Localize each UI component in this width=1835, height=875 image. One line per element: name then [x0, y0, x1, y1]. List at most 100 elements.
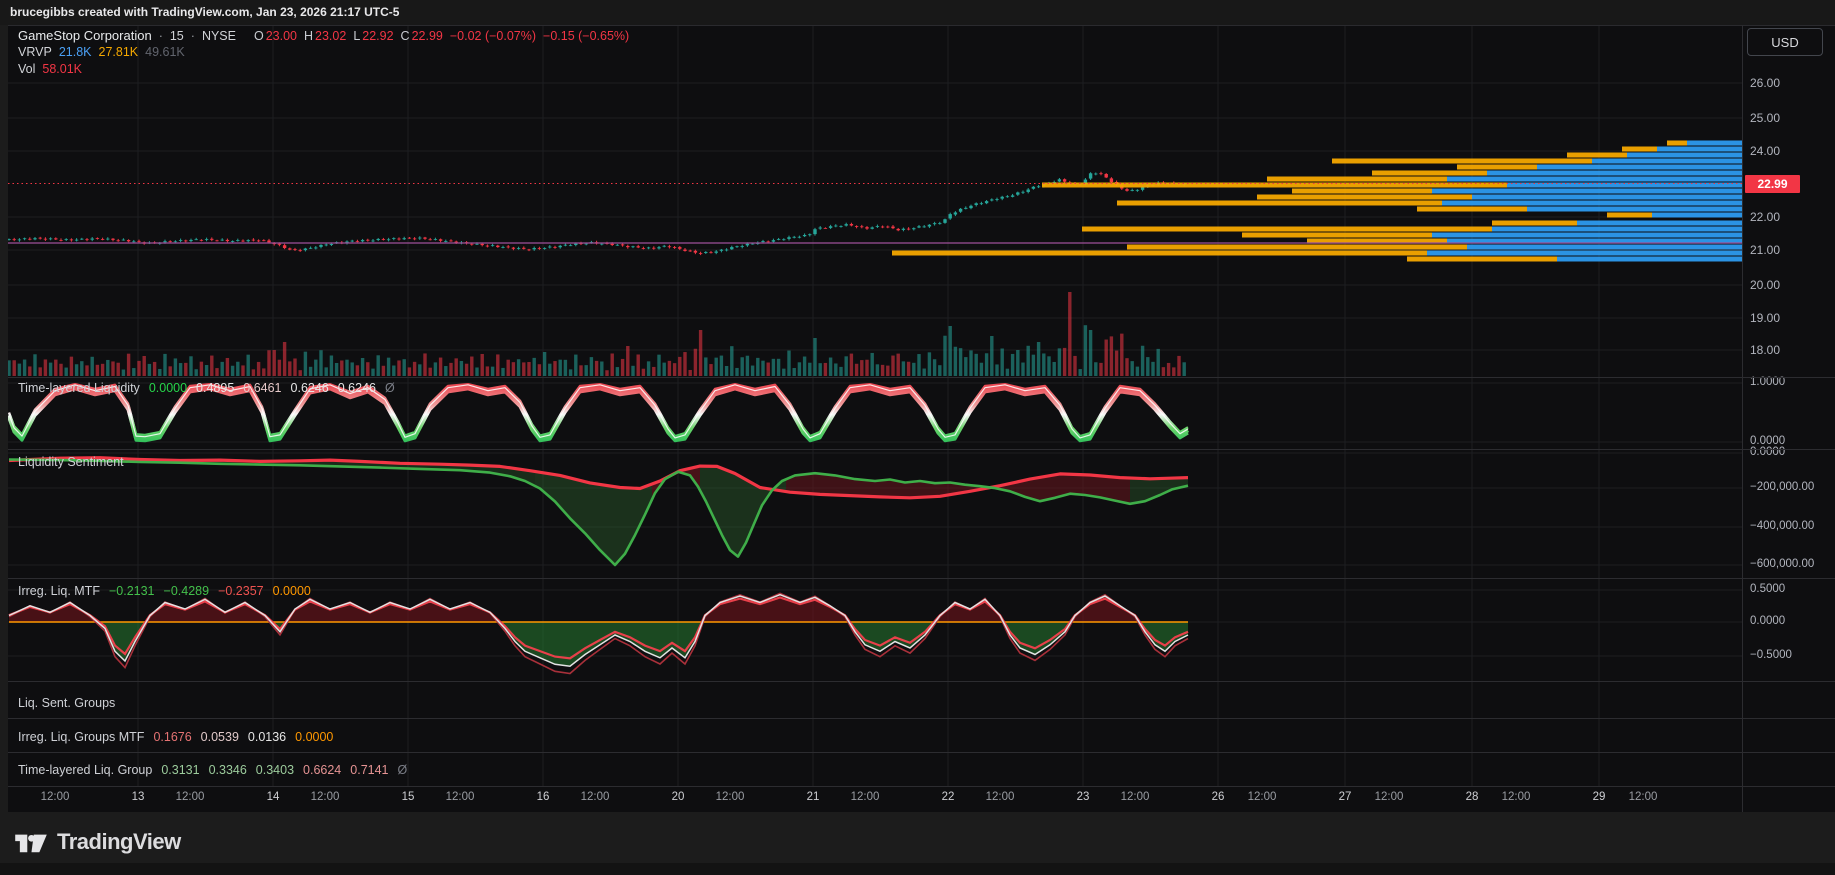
pane-value: 0.0000 [272, 584, 311, 598]
price-axis-tick[interactable]: 18.00 [1750, 343, 1781, 357]
pane-legend[interactable]: Time-layered Liq. Group 0.3131 0.3346 0.340… [18, 763, 407, 777]
volume-value: 58.01K [42, 62, 83, 76]
pane-separator[interactable] [8, 718, 1835, 719]
time-axis-tick[interactable]: 15 [401, 791, 415, 803]
volume-label[interactable]: Vol [18, 62, 36, 76]
time-axis-tick[interactable]: 12:00 [310, 791, 340, 803]
pane-separator[interactable] [8, 681, 1835, 682]
high-label: H [304, 29, 314, 43]
pane-value: −0.4289 [163, 584, 210, 598]
pane-legend[interactable]: Time-layered Liquidity 0.0000 0.4895 0.6461… [18, 381, 395, 395]
high-value: 23.02 [315, 29, 347, 43]
time-axis-tick[interactable]: 12:00 [1247, 791, 1277, 803]
price-axis-tick[interactable]: 21.00 [1750, 243, 1781, 257]
volume-bars [8, 292, 1186, 376]
time-axis-tick[interactable]: 23 [1076, 791, 1090, 803]
vrvp-label[interactable]: VRVP [18, 45, 52, 59]
grid [8, 26, 1742, 786]
pane-legend[interactable]: Irreg. Liq. Groups MTF 0.1676 0.0539 0.0136… [18, 730, 333, 744]
indicator-axis-tick[interactable]: 0.0000 [1750, 615, 1786, 627]
irreg-liq-mtf-plot [8, 592, 1189, 675]
pane-separator[interactable] [8, 786, 1835, 787]
indicator-axis-tick[interactable]: −400,000.00 [1750, 520, 1815, 532]
last-price-label: 22.99 [1745, 175, 1800, 193]
time-axis-tick[interactable]: 12:00 [1628, 791, 1658, 803]
time-axis-tick[interactable]: 28 [1465, 791, 1479, 803]
time-axis-tick[interactable]: 12:00 [985, 791, 1015, 803]
indicator-axis-tick[interactable]: 1.0000 [1750, 376, 1786, 388]
symbol-legend[interactable]: GameStop Corporation · 15 · NYSE O 23.00 … [18, 28, 629, 43]
pane-legend[interactable]: Liq. Sent. Groups [18, 696, 115, 710]
pane-value: 0.7141 [350, 763, 389, 777]
pane-value: 0.0000 [295, 730, 334, 744]
pane-value: 0.6246 [337, 381, 376, 395]
time-axis-tick[interactable]: 21 [806, 791, 820, 803]
time-axis-tick[interactable]: 12:00 [445, 791, 475, 803]
currency-button[interactable]: USD [1747, 28, 1823, 56]
pane-title[interactable]: Time-layered Liquidity [18, 381, 140, 395]
pane-title[interactable]: Liquidity Sentiment [18, 455, 124, 469]
indicator-axis-tick[interactable]: −200,000.00 [1750, 481, 1815, 493]
pane-title[interactable]: Irreg. Liq. Groups MTF [18, 730, 145, 744]
indicator-axis-tick[interactable]: 0.0000 [1750, 446, 1786, 458]
symbol-interval[interactable]: 15 [169, 29, 184, 43]
time-axis-tick[interactable]: 14 [266, 791, 280, 803]
pane-value: 0.3346 [208, 763, 247, 777]
time-axis-tick[interactable]: 22 [941, 791, 955, 803]
tradingview-logo-text: TradingView [57, 829, 181, 854]
pane-legend[interactable]: Liquidity Sentiment [18, 455, 124, 469]
time-axis-tick[interactable]: 12:00 [40, 791, 70, 803]
legend-separator: · [158, 29, 163, 43]
price-axis-tick[interactable]: 26.00 [1750, 76, 1781, 90]
last-price-value: 22.99 [1757, 177, 1788, 191]
tradingview-logo[interactable]: TradingView [14, 829, 181, 855]
time-axis-tick[interactable]: 20 [671, 791, 685, 803]
time-axis-tick[interactable]: 12:00 [850, 791, 880, 803]
pane-value: 0.4895 [196, 381, 235, 395]
price-axis-tick[interactable]: 24.00 [1750, 144, 1781, 158]
indicator-axis-tick[interactable]: −600,000.00 [1750, 558, 1815, 570]
time-axis-tick[interactable]: 13 [131, 791, 145, 803]
vrvp-value-total: 49.61K [145, 45, 185, 59]
price-axis-tick[interactable]: 19.00 [1750, 311, 1781, 325]
change-extended-value: −0.15 (−0.65%) [543, 29, 630, 43]
pane-separator[interactable] [8, 377, 1835, 378]
volume-legend[interactable]: Vol 58.01K [18, 62, 82, 76]
time-axis-tick[interactable]: 29 [1592, 791, 1606, 803]
tradingview-logo-icon [15, 834, 47, 853]
chart-frame [8, 25, 1835, 812]
time-axis-tick[interactable]: 26 [1211, 791, 1225, 803]
pane-value: 0.6246 [290, 381, 329, 395]
time-axis-tick[interactable]: 12:00 [1120, 791, 1150, 803]
vrvp-value-buy: 21.8K [58, 45, 92, 59]
price-axis-tick[interactable]: 22.00 [1750, 210, 1781, 224]
pane-value: Ø [397, 763, 408, 777]
pane-separator[interactable] [8, 578, 1835, 579]
pane-value: Ø [384, 381, 395, 395]
pane-legend[interactable]: Irreg. Liq. MTF −0.2131 −0.4289 −0.2357 0.00… [18, 584, 311, 598]
indicator-axis-tick[interactable]: 0.5000 [1750, 583, 1786, 595]
time-axis-tick[interactable]: 12:00 [715, 791, 745, 803]
price-axis-tick[interactable]: 20.00 [1750, 278, 1781, 292]
indicator-axis-tick[interactable]: −0.5000 [1750, 649, 1792, 661]
pane-value: 0.3131 [161, 763, 200, 777]
vrvp-legend[interactable]: VRVP 21.8K 27.81K 49.61K [18, 45, 185, 59]
time-axis-tick[interactable]: 12:00 [1374, 791, 1404, 803]
pane-title[interactable]: Liq. Sent. Groups [18, 696, 116, 710]
pane-value: −0.2357 [218, 584, 264, 598]
indicator-axis-tick[interactable]: 0.0000 [1750, 435, 1786, 447]
pane-title[interactable]: Time-layered Liq. Group [18, 763, 153, 777]
price-lines [8, 183, 1742, 244]
time-axis-tick[interactable]: 16 [536, 791, 550, 803]
time-axis-tick[interactable]: 12:00 [175, 791, 205, 803]
time-axis-tick[interactable]: 12:00 [1501, 791, 1531, 803]
pane-title[interactable]: Irreg. Liq. MTF [18, 584, 100, 598]
pane-separator[interactable] [8, 752, 1835, 753]
time-axis-tick[interactable]: 12:00 [580, 791, 610, 803]
pane-separator[interactable] [8, 449, 1835, 450]
pane-value: 0.0136 [247, 730, 287, 744]
time-axis-tick[interactable]: 27 [1338, 791, 1352, 803]
price-axis-tick[interactable]: 25.00 [1750, 111, 1781, 125]
symbol-name[interactable]: GameStop Corporation [18, 28, 152, 43]
